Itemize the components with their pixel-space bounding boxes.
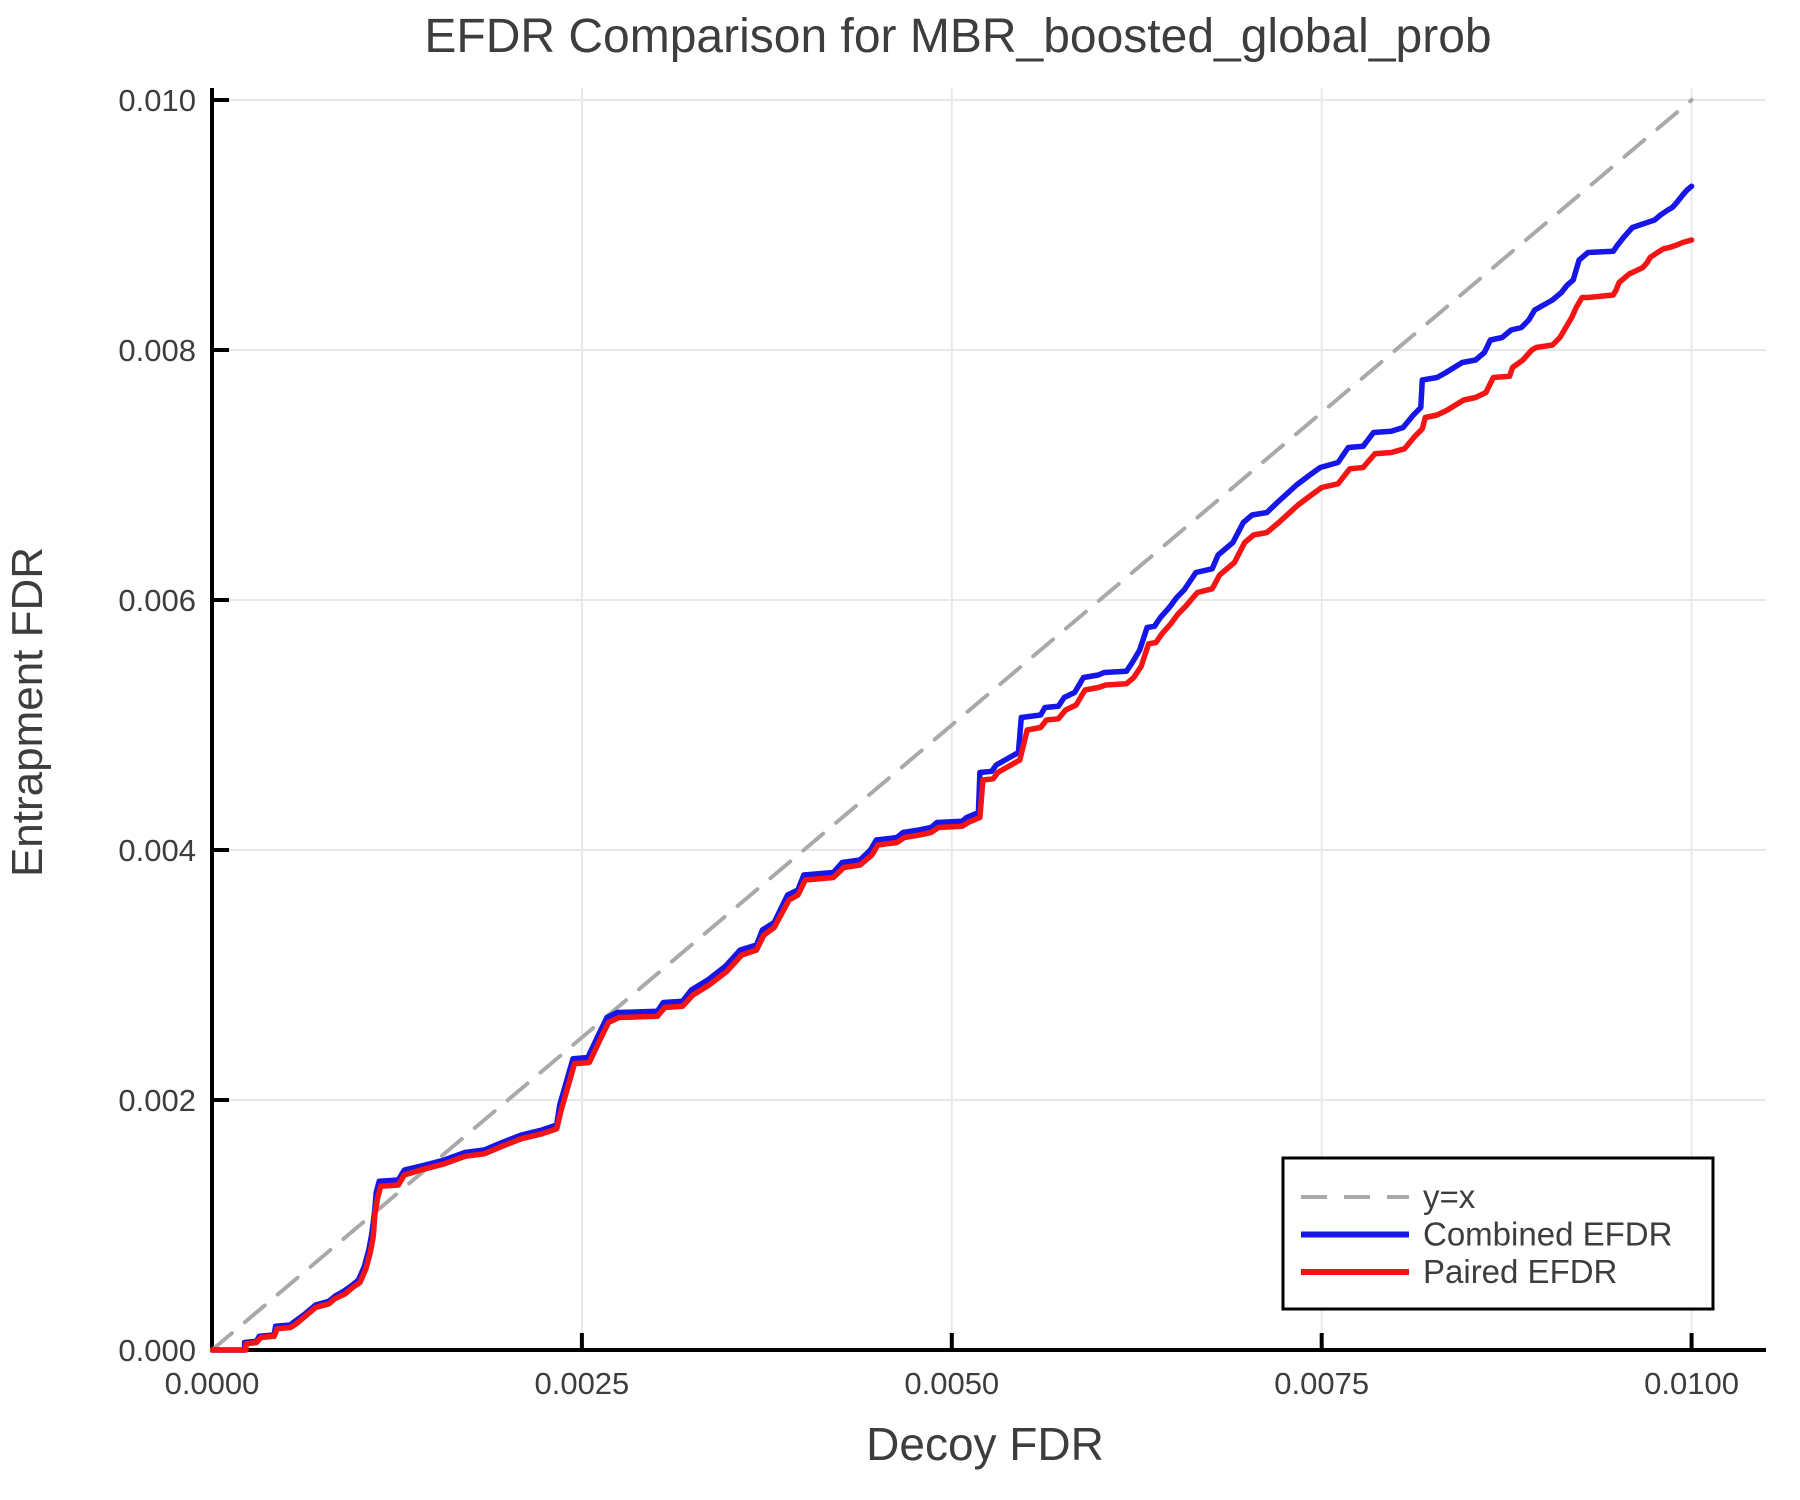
x-tick-label-0.0075: 0.0075 (1274, 1366, 1369, 1401)
y-tick-label-0.010: 0.010 (118, 83, 196, 118)
series-line-combined-efdr (210, 183, 1695, 1353)
x-tick-label-0.0100: 0.0100 (1644, 1366, 1739, 1401)
chart-title: EFDR Comparison for MBR_boosted_global_p… (424, 10, 1491, 63)
y-tick-label-0.006: 0.006 (118, 583, 196, 618)
y-tick-label-0.002: 0.002 (118, 1083, 196, 1118)
tick-labels: 0.0000 0.0025 0.0050 0.0075 0.0100 0.000 0.002… (118, 83, 1739, 1401)
series-line-paired-efdr (210, 237, 1695, 1353)
y-tick-label-0.004: 0.004 (118, 833, 196, 868)
x-tick-label-0.0000: 0.0000 (165, 1366, 260, 1401)
y-axis-label: Entrapment FDR (3, 547, 52, 877)
data-series (210, 98, 1695, 1353)
x-tick-label-0.0025: 0.0025 (534, 1366, 629, 1401)
legend-label-paired-efdr: Paired EFDR (1423, 1253, 1617, 1290)
x-tick-label-0.0050: 0.0050 (904, 1366, 999, 1401)
y-tick-label-0.000: 0.000 (118, 1333, 196, 1368)
x-axis-label: Decoy FDR (866, 1418, 1104, 1470)
y-tick-label-0.008: 0.008 (118, 333, 196, 368)
legend-label-y-x: y=x (1423, 1178, 1476, 1215)
series-line-y-x (210, 98, 1694, 1352)
legend-label-combined-efdr: Combined EFDR (1423, 1216, 1672, 1253)
axes (210, 88, 1766, 1352)
